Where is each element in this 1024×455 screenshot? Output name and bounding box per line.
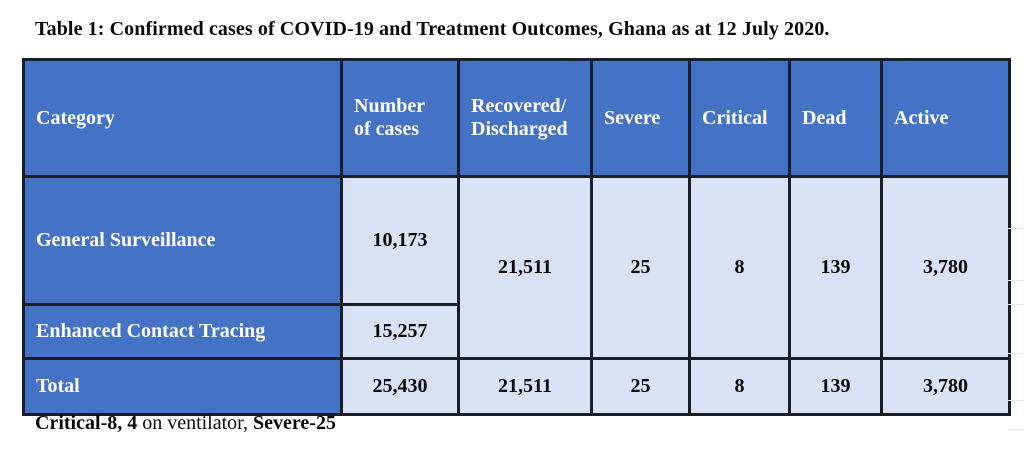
cell-general-surveillance-cases: 10,173 (340, 175, 460, 306)
cell-total-severe: 25 (590, 357, 691, 416)
footnote-critical-text: Critical-8, 4 (35, 412, 138, 434)
row-enhanced-contact-tracing: Enhanced Contact Tracing 15,257 (22, 303, 1010, 360)
row-label-general-surveillance: General Surveillance (22, 175, 343, 306)
row-total: Total 25,430 21,511 25 8 139 3,780 (22, 357, 1011, 416)
spreadsheet-gridline (1008, 429, 1024, 430)
cell-total-critical: 8 (688, 357, 791, 416)
spreadsheet-gridline (1008, 304, 1024, 305)
table-caption: Table 1: Confirmed cases of COVID-19 and… (35, 18, 830, 40)
spreadsheet-gridline (1008, 353, 1024, 354)
footnote-ventilator-text: on ventilator, (137, 412, 254, 434)
column-header-recovered-discharged: Recovered/ Discharged (457, 58, 593, 178)
column-header-critical: Critical (688, 58, 791, 178)
cell-recovered-discharged: 21,511 (457, 175, 593, 360)
cell-severe: 25 (590, 175, 691, 360)
header-row: Category Number of cases Recovered/ Disc… (22, 58, 1011, 178)
column-header-category: Category (22, 58, 343, 178)
spreadsheet-gridline (1008, 400, 1024, 401)
row-label-enhanced-contact-tracing: Enhanced Contact Tracing (22, 303, 343, 360)
cell-critical: 8 (688, 175, 791, 360)
row-label-total: Total (22, 357, 343, 416)
cell-total-active: 3,780 (880, 357, 1011, 416)
cell-dead: 139 (788, 175, 883, 360)
column-header-number-of-cases: Number of cases (340, 58, 460, 178)
spreadsheet-gridline (1008, 228, 1024, 229)
footnote: Critical-8, 4 on ventilator, Severe-25 (35, 412, 336, 435)
column-header-severe: Severe (590, 58, 691, 178)
covid-outcomes-table: Category Number of cases Recovered/ Disc… (22, 58, 1011, 416)
row-general-surveillance: General Surveillance 10,173 21,511 25 8 … (22, 175, 1011, 360)
cell-total-recovered: 21,511 (457, 357, 593, 416)
cell-total-dead: 139 (788, 357, 883, 416)
column-header-dead: Dead (788, 58, 883, 178)
footnote-severe-text: Severe-25 (253, 412, 336, 434)
cell-total-cases: 25,430 (340, 357, 460, 416)
column-header-active: Active (880, 58, 1011, 178)
cell-active: 3,780 (880, 175, 1011, 360)
cell-enhanced-contact-tracing-cases: 15,257 (340, 303, 460, 360)
spreadsheet-gridline (1008, 280, 1024, 281)
